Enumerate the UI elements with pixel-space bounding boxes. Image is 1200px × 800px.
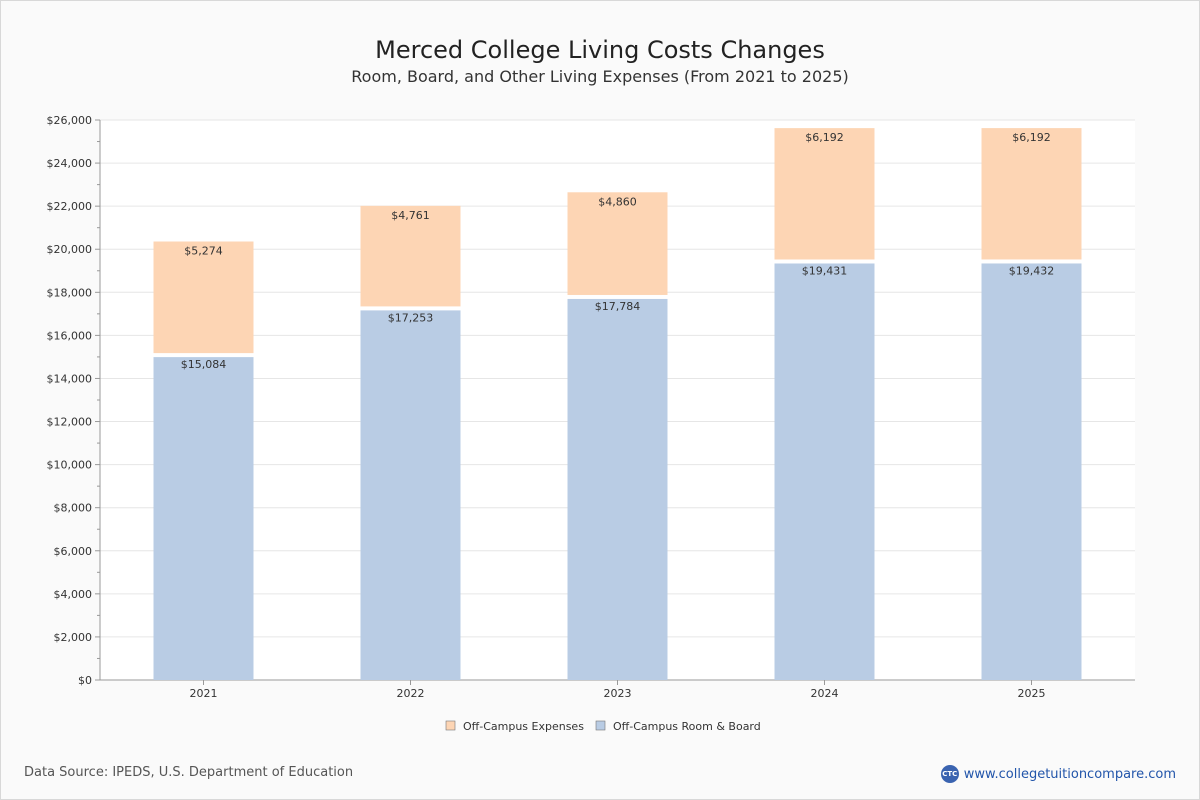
legend-label: Off-Campus Room & Board	[613, 720, 761, 733]
data-source-note: Data Source: IPEDS, U.S. Department of E…	[24, 765, 354, 780]
y-tick-label: $22,000	[47, 200, 93, 213]
data-label: $6,192	[805, 131, 844, 144]
data-label: $6,192	[1012, 131, 1051, 144]
x-tick-label: 2022	[397, 687, 425, 700]
y-tick-label: $18,000	[47, 286, 93, 299]
legend-swatch	[595, 720, 606, 731]
y-tick-label: $20,000	[47, 243, 93, 256]
legend-label: Off-Campus Expenses	[463, 720, 584, 733]
y-tick-label: $4,000	[54, 588, 93, 601]
y-tick-label: $10,000	[47, 459, 93, 472]
chart-subtitle: Room, Board, and Other Living Expenses (…	[351, 67, 849, 86]
site-url[interactable]: www.collegetuitioncompare.com	[963, 766, 1176, 782]
bar-room-board-2022	[360, 310, 461, 680]
bar-room-board-2024	[774, 263, 875, 680]
bar-expenses-2023	[567, 192, 668, 295]
data-label: $17,784	[595, 300, 641, 313]
bar-expenses-2022	[360, 205, 461, 307]
data-label: $5,274	[184, 245, 223, 258]
bar-room-board-2025	[981, 263, 1082, 680]
data-label: $4,761	[391, 209, 430, 222]
bar-expenses-2024	[774, 128, 875, 260]
bar-expenses-2021	[153, 241, 254, 354]
x-tick-label: 2025	[1018, 687, 1046, 700]
x-tick-label: 2021	[190, 687, 218, 700]
y-tick-label: $16,000	[47, 329, 93, 342]
legend-swatch	[445, 720, 456, 731]
data-label: $19,432	[1009, 264, 1055, 277]
bar-room-board-2021	[153, 357, 254, 680]
data-label: $17,253	[388, 311, 434, 324]
bar-room-board-2023	[567, 298, 668, 680]
data-label: $15,084	[181, 358, 227, 371]
y-tick-label: $24,000	[47, 157, 93, 170]
site-link[interactable]: CTC www.collegetuitioncompare.com	[940, 765, 1176, 783]
bar-expenses-2025	[981, 128, 1082, 260]
data-label: $19,431	[802, 264, 848, 277]
x-tick-label: 2024	[811, 687, 839, 700]
x-tick-label: 2023	[604, 687, 632, 700]
y-tick-label: $6,000	[54, 545, 93, 558]
data-label: $4,860	[598, 195, 637, 208]
chart-title: Merced College Living Costs Changes	[375, 36, 825, 64]
y-tick-label: $12,000	[47, 416, 93, 429]
y-tick-label: $2,000	[54, 631, 93, 644]
y-tick-label: $8,000	[54, 502, 93, 515]
y-tick-label: $14,000	[47, 372, 93, 385]
ctc-logo-icon: CTC	[940, 765, 959, 783]
y-tick-label: $26,000	[47, 114, 93, 127]
y-tick-label: $0	[78, 674, 92, 687]
